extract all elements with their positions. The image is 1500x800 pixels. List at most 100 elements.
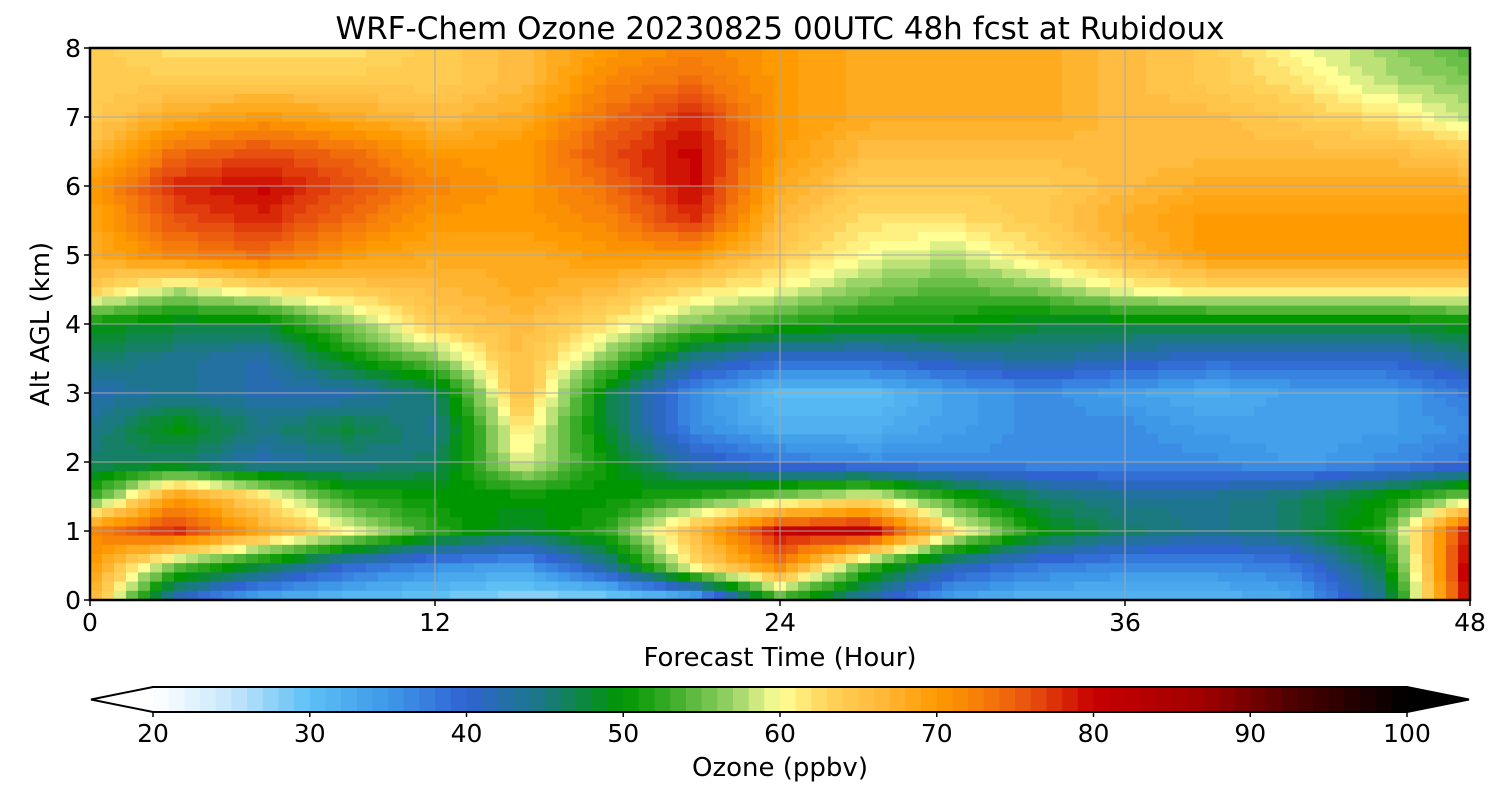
chart-title: WRF-Chem Ozone 20230825 00UTC 48h fcst a… bbox=[335, 11, 1224, 47]
heat-cell bbox=[570, 351, 583, 362]
heat-cell bbox=[582, 75, 595, 86]
heat-cell bbox=[894, 94, 907, 104]
heat-cell bbox=[606, 140, 619, 150]
heat-cell bbox=[666, 287, 679, 297]
heat-cell bbox=[1434, 48, 1447, 58]
heat-cell bbox=[1158, 167, 1171, 178]
heat-cell bbox=[1170, 259, 1183, 270]
heat-cell bbox=[534, 66, 547, 77]
heat-cell bbox=[762, 130, 775, 141]
heat-cell bbox=[186, 360, 199, 371]
heat-cell bbox=[462, 425, 475, 435]
heat-cell bbox=[162, 305, 175, 316]
heat-cell bbox=[246, 195, 259, 205]
heat-cell bbox=[1254, 296, 1267, 307]
heat-cell bbox=[1194, 296, 1207, 307]
heat-cell bbox=[1374, 94, 1387, 104]
heat-cell bbox=[1218, 213, 1231, 224]
heat-cell bbox=[798, 259, 811, 270]
heat-cell bbox=[426, 213, 439, 224]
heat-cell bbox=[282, 406, 295, 417]
heat-cell bbox=[810, 48, 823, 58]
heat-cell bbox=[534, 84, 547, 95]
heat-cell bbox=[690, 360, 703, 371]
heat-cell bbox=[378, 416, 391, 426]
heat-cell bbox=[318, 259, 331, 270]
heat-cell bbox=[282, 140, 295, 150]
heat-cell bbox=[1374, 232, 1387, 242]
heat-cell bbox=[1398, 416, 1411, 426]
heat-cell bbox=[1290, 94, 1303, 104]
heat-cell bbox=[1014, 213, 1027, 224]
heat-cell bbox=[798, 167, 811, 178]
heat-cell bbox=[1134, 324, 1147, 334]
heat-cell bbox=[294, 149, 307, 159]
heat-cell bbox=[606, 333, 619, 343]
heat-cell bbox=[1314, 204, 1327, 215]
heat-cell bbox=[1302, 204, 1315, 215]
heat-cell bbox=[678, 222, 691, 233]
heat-cell bbox=[282, 167, 295, 178]
heat-cell bbox=[1074, 186, 1087, 196]
heat-cell bbox=[330, 443, 343, 454]
heat-cell bbox=[942, 360, 955, 371]
heat-cell bbox=[510, 232, 523, 242]
heat-cell bbox=[126, 379, 139, 389]
heat-cell bbox=[1182, 370, 1195, 380]
heat-cell bbox=[1026, 176, 1039, 187]
heat-cell bbox=[1290, 296, 1303, 307]
heat-cell bbox=[1422, 232, 1435, 242]
heat-cell bbox=[378, 103, 391, 113]
heat-cell bbox=[1122, 268, 1135, 279]
heat-cell bbox=[654, 278, 667, 288]
heat-cell bbox=[222, 195, 235, 205]
heat-cell bbox=[762, 416, 775, 426]
heat-cell bbox=[1194, 195, 1207, 205]
heat-cell bbox=[1146, 121, 1159, 132]
heat-cell bbox=[294, 232, 307, 242]
heat-cell bbox=[846, 57, 859, 67]
heat-cell bbox=[1278, 351, 1291, 362]
heat-cell bbox=[510, 195, 523, 205]
heat-cell bbox=[642, 278, 655, 288]
heat-cell bbox=[1050, 84, 1063, 95]
heat-cell bbox=[642, 140, 655, 150]
heat-cell bbox=[378, 140, 391, 150]
heat-cell bbox=[1410, 222, 1423, 233]
heat-cell bbox=[630, 241, 643, 251]
heat-cell bbox=[906, 268, 919, 279]
heat-cell bbox=[174, 259, 187, 270]
heat-cell bbox=[378, 333, 391, 343]
heat-cell bbox=[606, 167, 619, 178]
heat-cell bbox=[1410, 241, 1423, 251]
heat-cell bbox=[546, 342, 559, 353]
heat-cell bbox=[894, 305, 907, 316]
heat-cell bbox=[522, 204, 535, 215]
heat-cell bbox=[1398, 305, 1411, 316]
heat-cell bbox=[1386, 324, 1399, 334]
heat-cell bbox=[1266, 213, 1279, 224]
heat-cell bbox=[1086, 305, 1099, 316]
heat-cell bbox=[1278, 314, 1291, 325]
heat-cell bbox=[174, 305, 187, 316]
heat-cell bbox=[834, 397, 847, 408]
heat-cell bbox=[474, 406, 487, 417]
heat-cell bbox=[330, 416, 343, 426]
heat-cell bbox=[378, 278, 391, 288]
heat-cell bbox=[1458, 287, 1471, 297]
heat-cell bbox=[258, 425, 271, 435]
heat-cell bbox=[522, 222, 535, 233]
heat-cell bbox=[894, 278, 907, 288]
heat-cell bbox=[1254, 333, 1267, 343]
heat-cell bbox=[1326, 158, 1339, 169]
heat-cell bbox=[654, 333, 667, 343]
heat-cell bbox=[210, 222, 223, 233]
heat-cell bbox=[294, 121, 307, 132]
heat-cell bbox=[714, 370, 727, 380]
heat-cell bbox=[642, 443, 655, 454]
heat-cell bbox=[1110, 342, 1123, 353]
heat-cell bbox=[486, 222, 499, 233]
heat-cell bbox=[750, 204, 763, 215]
heat-cell bbox=[630, 333, 643, 343]
heat-cell bbox=[822, 278, 835, 288]
